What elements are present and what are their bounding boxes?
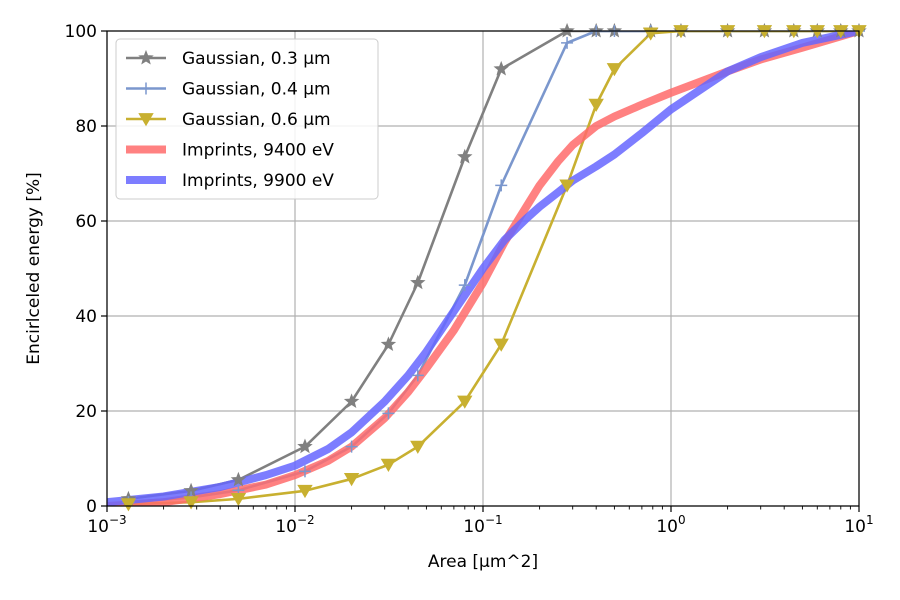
data-point xyxy=(380,458,397,472)
data-point xyxy=(559,22,575,38)
legend-label: Gaussian, 0.3 µm xyxy=(182,49,331,69)
y-tick-label: 40 xyxy=(75,307,97,327)
y-tick-label: 80 xyxy=(75,117,97,137)
data-point xyxy=(457,395,473,409)
legend-box xyxy=(115,38,379,200)
legend-marker xyxy=(138,49,154,65)
data-point xyxy=(120,498,137,512)
legend-label: Imprints, 9400 eV xyxy=(182,141,334,161)
data-point xyxy=(297,484,313,499)
data-point xyxy=(588,98,604,112)
y-tick-label: 20 xyxy=(75,402,97,422)
x-tick-label: 101 xyxy=(844,513,873,537)
data-point xyxy=(606,63,623,77)
data-point xyxy=(343,393,360,409)
data-point xyxy=(343,473,360,487)
data-point xyxy=(230,492,247,507)
data-point xyxy=(561,36,574,49)
y-tick-label: 0 xyxy=(86,497,97,517)
x-axis-label: Area [µm^2] xyxy=(428,552,538,572)
data-point xyxy=(411,369,424,382)
data-point xyxy=(495,179,508,192)
data-point xyxy=(298,465,311,478)
data-point xyxy=(559,179,575,193)
series-line-0 xyxy=(127,31,859,501)
data-point xyxy=(493,338,509,352)
x-tick-label: 10−2 xyxy=(275,513,314,537)
legend-label: Imprints, 9900 eV xyxy=(182,171,334,191)
ticks: 10−3 10−2 10−1 100 101 0 20 40 60 80 100 xyxy=(65,22,874,537)
data-point xyxy=(230,471,247,487)
data-point xyxy=(345,440,358,453)
data-point xyxy=(410,274,426,290)
x-tick-label: 100 xyxy=(656,513,685,537)
y-axis-label: Encirlceled energy [%] xyxy=(24,172,44,365)
legend-label: Gaussian, 0.4 µm xyxy=(182,80,331,100)
x-tick-label: 10−3 xyxy=(87,513,126,537)
data-point xyxy=(183,496,199,510)
data-point xyxy=(493,60,509,76)
y-tick-label: 100 xyxy=(65,22,97,42)
series-line-2 xyxy=(127,31,859,506)
series-line-4 xyxy=(107,31,859,506)
legend-marker xyxy=(140,82,152,95)
data-point xyxy=(297,438,313,454)
legend-marker xyxy=(138,113,154,127)
legend-label: Gaussian, 0.6 µm xyxy=(182,110,331,130)
x-tick-label: 10−1 xyxy=(463,513,502,537)
series-layer xyxy=(107,31,859,506)
data-point xyxy=(458,279,471,292)
data-point xyxy=(380,336,397,352)
data-point xyxy=(457,148,473,164)
y-tick-label: 60 xyxy=(75,212,97,232)
data-point xyxy=(382,407,395,420)
legend: Gaussian, 0.3 µm Gaussian, 0.4 µm Gaussian… xyxy=(115,38,379,200)
data-point xyxy=(410,440,426,454)
